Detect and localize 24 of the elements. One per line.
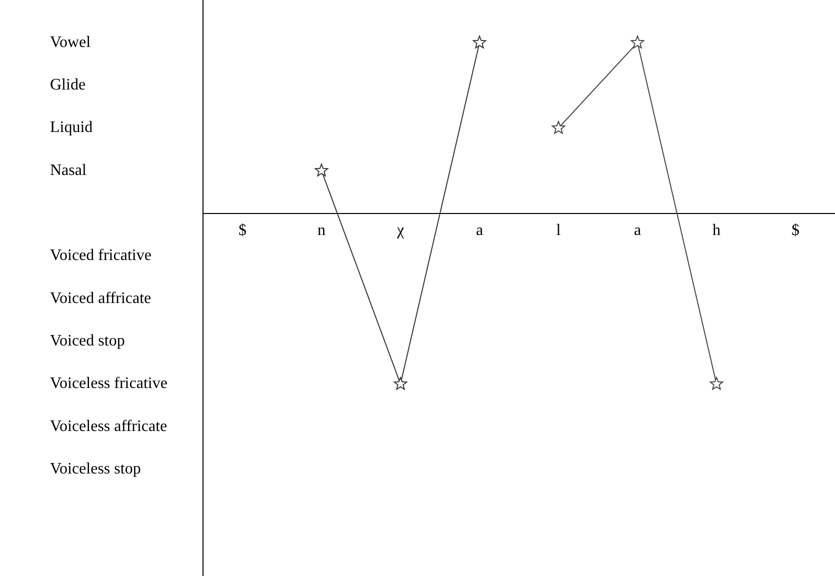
text: Voiceless fricative [50,375,168,392]
text: Voiced stop [50,332,125,350]
x-tick-label: a [476,222,484,240]
text: Voiceless affricate [50,418,168,435]
point [710,377,724,390]
point [630,36,644,48]
x-tick-label: h [712,222,720,240]
text: Voiced fricative [50,247,152,264]
x-tick-label: $ [238,222,246,240]
text: Vowel [50,34,92,51]
text: Glide [50,76,86,94]
point [314,164,328,176]
text: Nasal [50,162,87,179]
text: Voiceless stop [50,460,141,478]
x-tick-label: n [318,222,326,240]
text: Voiced affricate [50,290,152,307]
point [552,121,566,134]
point [472,36,486,48]
point [394,377,408,390]
x-tick-label: χ [396,222,405,240]
x-tick-label: a [634,222,642,240]
x-tick-label: l [556,222,562,240]
x-tick-label: $ [792,222,800,240]
text: Liquid [50,119,93,136]
